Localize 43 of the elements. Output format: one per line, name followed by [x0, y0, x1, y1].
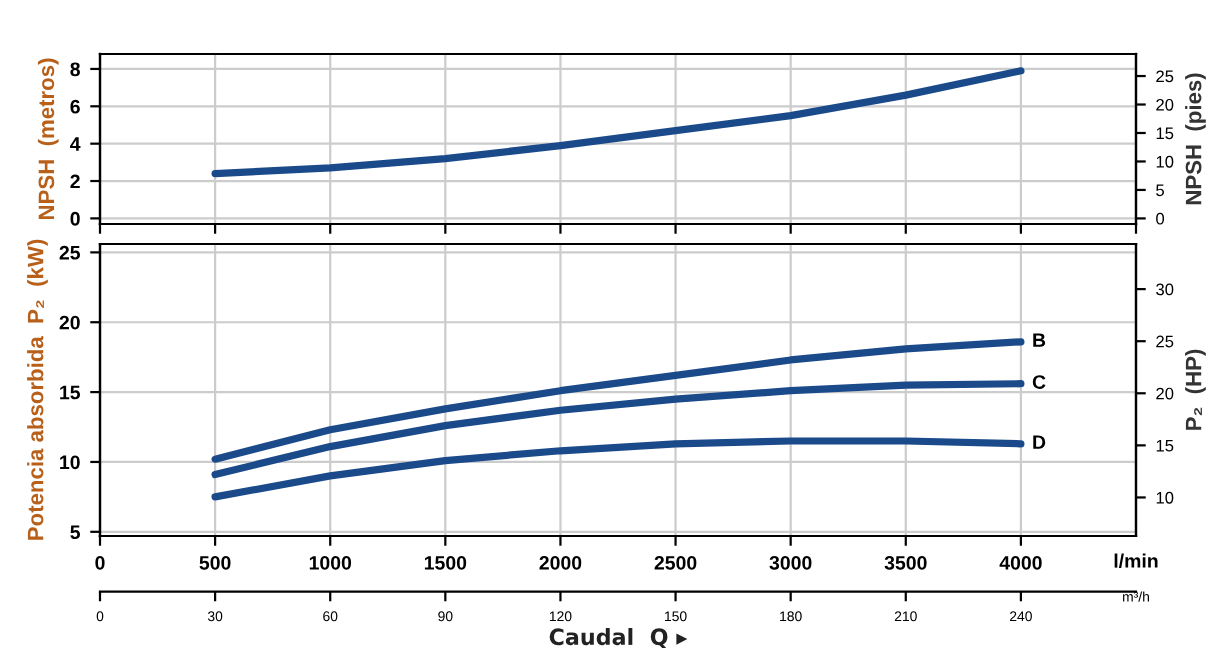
text: Caudal Q ▸	[549, 627, 688, 649]
series-label: B	[1033, 333, 1046, 347]
y2-tick-label: 25	[1156, 335, 1174, 348]
y-tick-label: 10	[60, 455, 80, 470]
y2-tick-label: 20	[1156, 387, 1174, 400]
x-axis-title: l/min	[1114, 553, 1158, 568]
y2-tick-label: 15	[1156, 439, 1174, 452]
y2-tick-label: 10	[1156, 491, 1174, 504]
line-series	[211, 380, 1025, 479]
y-tick-label: 6	[70, 99, 80, 114]
x-tick-label: 1500	[424, 555, 467, 570]
y-tick-label: 4	[70, 137, 81, 151]
line-series	[211, 67, 1025, 178]
y2-axis-title: NPSH (pies)	[1185, 73, 1206, 205]
x-tick-label: 2500	[654, 555, 697, 570]
y-tick-label: 5	[70, 525, 81, 540]
y-tick-label: 2	[70, 174, 80, 189]
line-series	[211, 437, 1025, 501]
y2-tick-label: 5	[1156, 184, 1165, 197]
y2-tick-label: 10	[1156, 155, 1174, 168]
y-tick-label: 15	[60, 385, 81, 400]
series-label: C	[1032, 375, 1046, 389]
y2-tick-label: 15	[1156, 127, 1174, 140]
series-label: D	[1033, 435, 1046, 449]
x-tick-label: 3000	[769, 555, 812, 570]
line-series	[211, 338, 1025, 463]
y-tick-label: 0	[70, 211, 80, 226]
y-axis-title: Potencia absorbida P₂ (kW)	[27, 239, 48, 540]
x-tick-label: 3500	[884, 555, 927, 570]
x-tick-label: 4000	[999, 555, 1042, 570]
x-tick-label: 0	[95, 555, 105, 570]
y-tick-label: 8	[70, 62, 80, 77]
y2-tick-label: 25	[1156, 70, 1174, 83]
x-tick-label: 500	[199, 555, 231, 570]
y2-axis-title: P₂ (HP)	[1185, 349, 1206, 430]
x-tick-label: 1000	[309, 555, 352, 570]
y2-tick-label: 30	[1156, 283, 1174, 296]
y-axis-title: NPSH (metros)	[37, 58, 59, 220]
x-tick-label: 2000	[539, 555, 582, 570]
y-tick-label: 20	[59, 315, 80, 330]
y-tick-label: 25	[59, 245, 81, 260]
y2-tick-label: 20	[1156, 98, 1174, 111]
y2-tick-label: 0	[1156, 212, 1165, 225]
